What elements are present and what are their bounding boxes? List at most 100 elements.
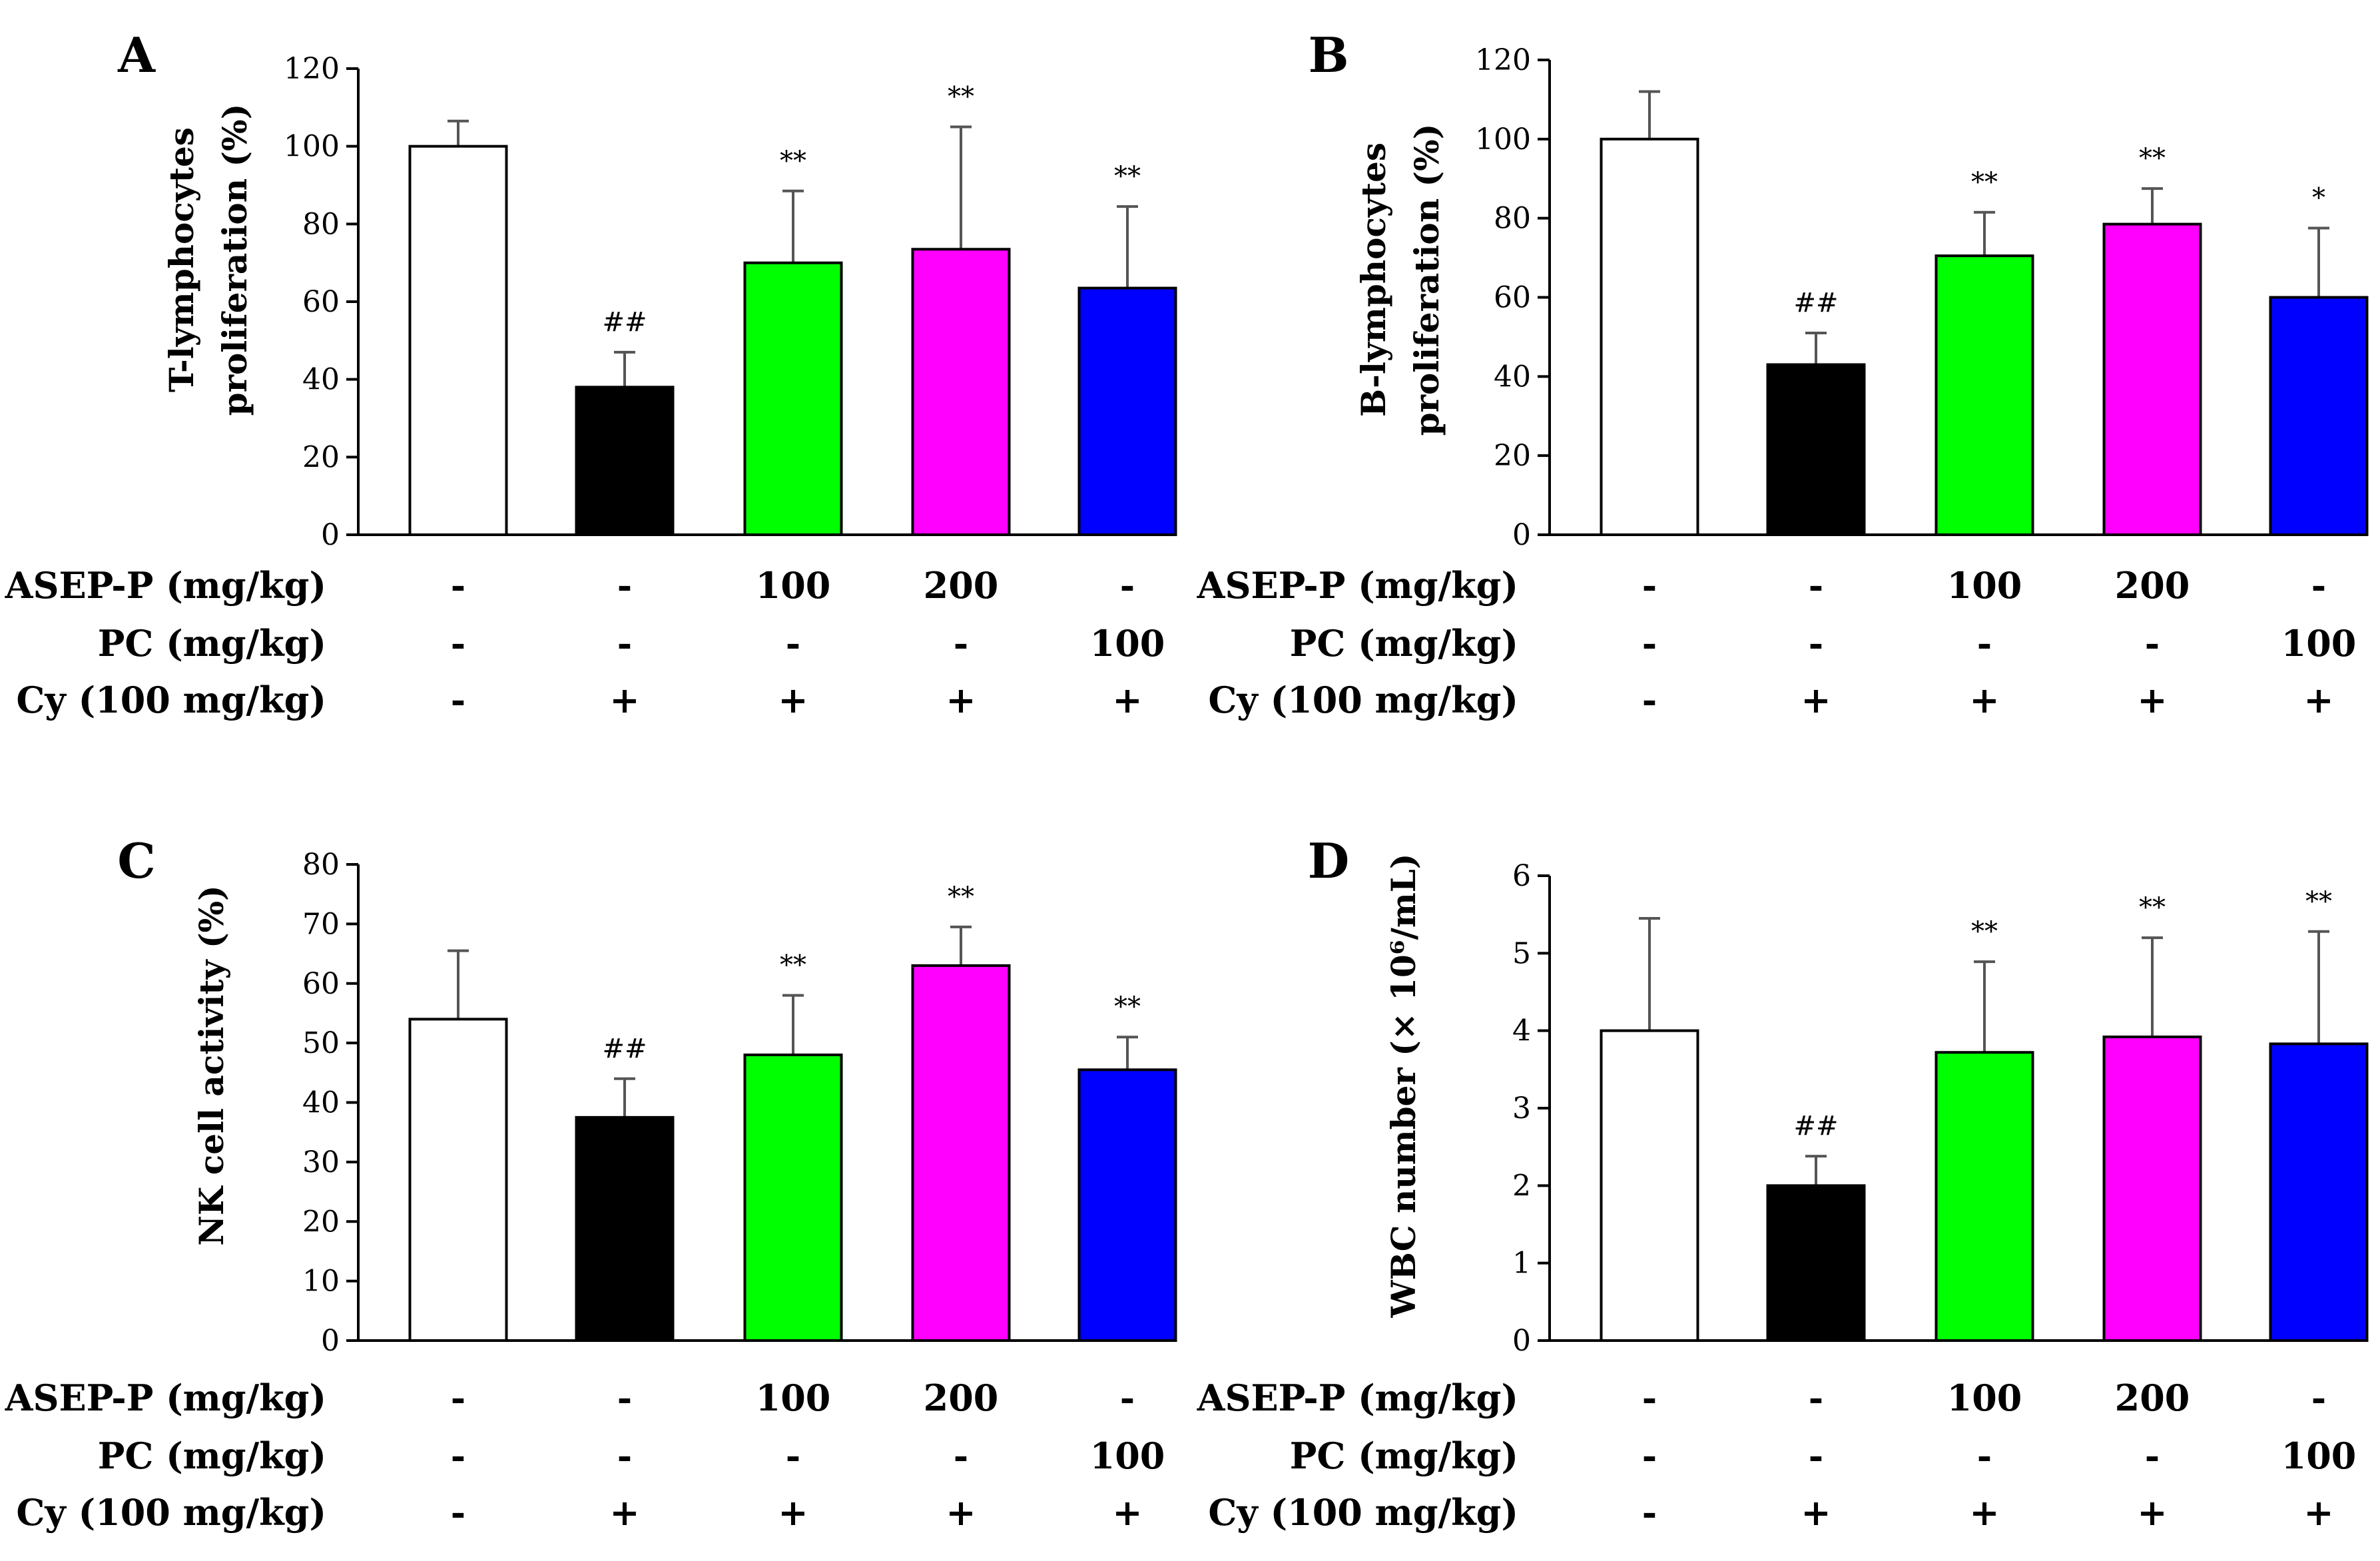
y-tick-label: 40 xyxy=(302,1086,340,1120)
panel-letter: B xyxy=(1309,27,1349,83)
condition-value: - xyxy=(617,1377,632,1419)
condition-row-label: Cy (100 mg/kg) xyxy=(1208,1491,1518,1534)
y-tick-label: 80 xyxy=(302,207,340,241)
condition-value: + xyxy=(1801,1491,1831,1534)
bar xyxy=(2102,222,2202,536)
condition-value: - xyxy=(617,1434,632,1477)
bar xyxy=(2269,1042,2369,1342)
bar xyxy=(1077,1068,1177,1342)
significance-label: ** xyxy=(780,146,806,176)
significance-label: ## xyxy=(1793,1111,1838,1141)
bar xyxy=(408,1018,508,1342)
bar xyxy=(1934,1051,2034,1342)
panel-letter: C xyxy=(117,832,155,889)
condition-value: - xyxy=(1120,1377,1135,1419)
condition-value: 100 xyxy=(1947,1377,2022,1419)
y-tick-label: 60 xyxy=(302,285,340,319)
y-tick-label: 3 xyxy=(1512,1092,1531,1125)
condition-value: - xyxy=(451,1491,465,1534)
condition-value: - xyxy=(451,622,465,665)
condition-row-label: ASEP-P (mg/kg) xyxy=(1197,1377,1518,1419)
y-tick-label: 0 xyxy=(1512,518,1531,552)
condition-value: - xyxy=(1642,1491,1657,1534)
condition-value: + xyxy=(1801,679,1831,721)
y-tick-label: 50 xyxy=(302,1026,340,1060)
condition-row-label: PC (mg/kg) xyxy=(1290,1434,1518,1477)
condition-row-label: PC (mg/kg) xyxy=(1290,622,1518,665)
significance-label: ** xyxy=(1114,161,1141,192)
y-tick-label: 5 xyxy=(1512,936,1531,970)
condition-row-label: Cy (100 mg/kg) xyxy=(1208,679,1518,721)
bar xyxy=(743,261,843,536)
bar xyxy=(2102,1035,2202,1342)
y-tick-label: 40 xyxy=(302,363,340,397)
condition-value: 200 xyxy=(924,1377,999,1419)
condition-value: - xyxy=(2311,564,2326,607)
y-tick-label: 40 xyxy=(1494,360,1531,394)
y-tick-label: 120 xyxy=(284,52,340,86)
condition-value: 100 xyxy=(2281,622,2357,665)
significance-label: ** xyxy=(1971,167,1998,198)
condition-value: - xyxy=(451,1377,465,1419)
condition-value: + xyxy=(609,679,639,721)
condition-value: - xyxy=(1642,622,1657,665)
condition-value: + xyxy=(2303,1491,2333,1534)
significance-label: ** xyxy=(2139,143,2166,174)
bar xyxy=(1766,363,1866,537)
y-tick-label: 6 xyxy=(1512,859,1531,893)
bar xyxy=(911,248,1011,536)
condition-value: 200 xyxy=(924,564,999,607)
condition-value: 100 xyxy=(756,564,831,607)
bar xyxy=(2269,296,2369,536)
condition-value: - xyxy=(2145,1434,2160,1477)
y-tick-label: 70 xyxy=(302,907,340,941)
condition-value: - xyxy=(1120,564,1135,607)
condition-value: 100 xyxy=(2281,1434,2357,1477)
y-tick-label: 0 xyxy=(321,518,340,552)
bar xyxy=(575,386,675,536)
condition-value: 200 xyxy=(2115,564,2190,607)
significance-label: ** xyxy=(2305,886,2332,917)
bar xyxy=(1600,137,1699,537)
condition-value: 100 xyxy=(1947,564,2022,607)
condition-value: + xyxy=(1969,679,1999,721)
condition-value: - xyxy=(1809,622,1823,665)
condition-row-label: PC (mg/kg) xyxy=(98,1434,326,1477)
condition-value: 100 xyxy=(756,1377,831,1419)
condition-value: - xyxy=(786,1434,800,1477)
condition-value: + xyxy=(1112,1491,1142,1534)
y-tick-label: 2 xyxy=(1512,1169,1531,1203)
y-axis-label: WBC number (× 10⁶/mL) xyxy=(1384,853,1423,1318)
bar xyxy=(911,964,1011,1342)
condition-row-label: ASEP-P (mg/kg) xyxy=(5,564,326,607)
y-tick-label: 1 xyxy=(1512,1247,1531,1281)
condition-value: + xyxy=(1112,679,1142,721)
condition-value: - xyxy=(2145,622,2160,665)
y-tick-label: 20 xyxy=(302,440,340,474)
condition-value: - xyxy=(451,564,465,607)
bar xyxy=(1077,286,1177,536)
condition-value: + xyxy=(2137,1491,2167,1534)
panel-d: D WBC number (× 10⁶/mL) 0 1 2 3 4 5 6 ## ** ** ** ASE… xyxy=(1197,832,2369,1534)
condition-row-label: ASEP-P (mg/kg) xyxy=(5,1377,326,1419)
significance-label: ** xyxy=(1114,992,1141,1022)
condition-value: - xyxy=(1809,564,1823,607)
panel-c: C NK cell activity (%) 0 10 20 30 40 50 60 70 80 ##… xyxy=(5,832,1177,1534)
condition-value: - xyxy=(617,564,632,607)
y-tick-label: 60 xyxy=(1494,281,1531,315)
y-tick-label: 20 xyxy=(302,1205,340,1239)
condition-row-label: Cy (100 mg/kg) xyxy=(16,1491,326,1534)
y-tick-label: 20 xyxy=(1494,439,1531,473)
y-tick-label: 60 xyxy=(302,967,340,1001)
y-tick-label: 80 xyxy=(1494,202,1531,236)
condition-value: - xyxy=(451,679,465,721)
condition-row-label: ASEP-P (mg/kg) xyxy=(1197,564,1518,607)
condition-value: 100 xyxy=(1090,622,1165,665)
panel-letter: A xyxy=(117,27,156,83)
y-tick-label: 30 xyxy=(302,1145,340,1179)
y-tick-label: 100 xyxy=(1475,123,1531,156)
significance-label: ** xyxy=(2139,892,2166,923)
condition-value: - xyxy=(2311,1377,2326,1419)
significance-label: ## xyxy=(602,1034,647,1064)
